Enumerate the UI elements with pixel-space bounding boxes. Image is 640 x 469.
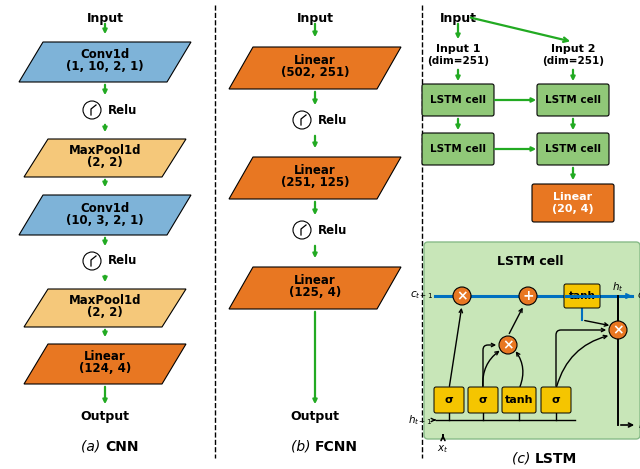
FancyBboxPatch shape <box>434 387 464 413</box>
Text: Conv1d: Conv1d <box>81 48 130 61</box>
Text: $h_{t-1}$: $h_{t-1}$ <box>408 413 432 427</box>
Text: Input: Input <box>86 12 124 25</box>
Text: LSTM cell: LSTM cell <box>430 144 486 154</box>
Text: ×: × <box>456 289 468 303</box>
Text: Relu: Relu <box>318 224 348 236</box>
FancyBboxPatch shape <box>537 133 609 165</box>
Text: (10, 3, 2, 1): (10, 3, 2, 1) <box>66 213 144 227</box>
FancyBboxPatch shape <box>422 133 494 165</box>
Text: Input 2: Input 2 <box>551 44 595 54</box>
Text: $h_t$: $h_t$ <box>612 280 624 294</box>
Text: LSTM cell: LSTM cell <box>545 95 601 105</box>
Circle shape <box>453 287 471 305</box>
Text: $c_{t-1}$: $c_{t-1}$ <box>410 289 433 301</box>
Polygon shape <box>19 42 191 82</box>
Polygon shape <box>229 47 401 89</box>
Text: (b): (b) <box>291 440 315 454</box>
Text: (124, 4): (124, 4) <box>79 363 131 376</box>
Circle shape <box>293 221 311 239</box>
Text: Output: Output <box>291 410 339 423</box>
Text: LSTM cell: LSTM cell <box>497 255 563 268</box>
Text: Relu: Relu <box>318 113 348 127</box>
Text: (251, 125): (251, 125) <box>281 176 349 189</box>
FancyBboxPatch shape <box>541 387 571 413</box>
Text: LSTM cell: LSTM cell <box>545 144 601 154</box>
Circle shape <box>83 252 101 270</box>
Text: Conv1d: Conv1d <box>81 202 130 214</box>
Text: (a): (a) <box>81 440 105 454</box>
Text: $c_t$: $c_t$ <box>637 290 640 302</box>
Circle shape <box>293 111 311 129</box>
Text: CNN: CNN <box>105 440 138 454</box>
Polygon shape <box>24 344 186 384</box>
FancyBboxPatch shape <box>502 387 536 413</box>
Circle shape <box>609 321 627 339</box>
Text: Linear: Linear <box>84 350 126 363</box>
Polygon shape <box>229 157 401 199</box>
Text: tanh: tanh <box>505 395 533 405</box>
Circle shape <box>519 287 537 305</box>
Text: (2, 2): (2, 2) <box>87 157 123 169</box>
Polygon shape <box>24 139 186 177</box>
Text: (20, 4): (20, 4) <box>552 204 594 214</box>
Text: (dim=251): (dim=251) <box>427 56 489 66</box>
FancyBboxPatch shape <box>424 242 640 439</box>
Text: $h_t$: $h_t$ <box>638 418 640 432</box>
Polygon shape <box>19 195 191 235</box>
Text: (502, 251): (502, 251) <box>281 67 349 80</box>
Text: ×: × <box>612 324 624 338</box>
Text: LSTM cell: LSTM cell <box>430 95 486 105</box>
Text: Input: Input <box>296 12 333 25</box>
Text: (1, 10, 2, 1): (1, 10, 2, 1) <box>66 61 144 74</box>
Text: Input: Input <box>440 12 477 25</box>
Text: (125, 4): (125, 4) <box>289 287 341 300</box>
Text: (c): (c) <box>512 452 535 466</box>
Text: tanh: tanh <box>568 291 595 301</box>
Text: Linear: Linear <box>294 274 336 287</box>
Text: (2, 2): (2, 2) <box>87 307 123 319</box>
Text: σ: σ <box>479 395 488 405</box>
Text: Input 1: Input 1 <box>436 44 480 54</box>
Text: $x_t$: $x_t$ <box>437 443 449 455</box>
FancyBboxPatch shape <box>422 84 494 116</box>
Text: FCNN: FCNN <box>315 440 358 454</box>
Text: Relu: Relu <box>108 104 138 116</box>
Text: LSTM: LSTM <box>535 452 577 466</box>
Polygon shape <box>229 267 401 309</box>
Text: Linear: Linear <box>294 54 336 68</box>
FancyBboxPatch shape <box>532 184 614 222</box>
Text: σ: σ <box>445 395 453 405</box>
Text: σ: σ <box>552 395 561 405</box>
Text: Relu: Relu <box>108 255 138 267</box>
Circle shape <box>83 101 101 119</box>
Polygon shape <box>24 289 186 327</box>
FancyBboxPatch shape <box>468 387 498 413</box>
Text: Output: Output <box>81 410 129 423</box>
FancyBboxPatch shape <box>564 284 600 308</box>
Text: +: + <box>522 289 534 303</box>
FancyBboxPatch shape <box>537 84 609 116</box>
Text: MaxPool1d: MaxPool1d <box>68 295 141 308</box>
Text: Linear: Linear <box>294 165 336 177</box>
Circle shape <box>499 336 517 354</box>
Text: ×: × <box>502 339 514 353</box>
Text: (dim=251): (dim=251) <box>542 56 604 66</box>
Text: Linear: Linear <box>554 192 593 202</box>
Text: MaxPool1d: MaxPool1d <box>68 144 141 158</box>
